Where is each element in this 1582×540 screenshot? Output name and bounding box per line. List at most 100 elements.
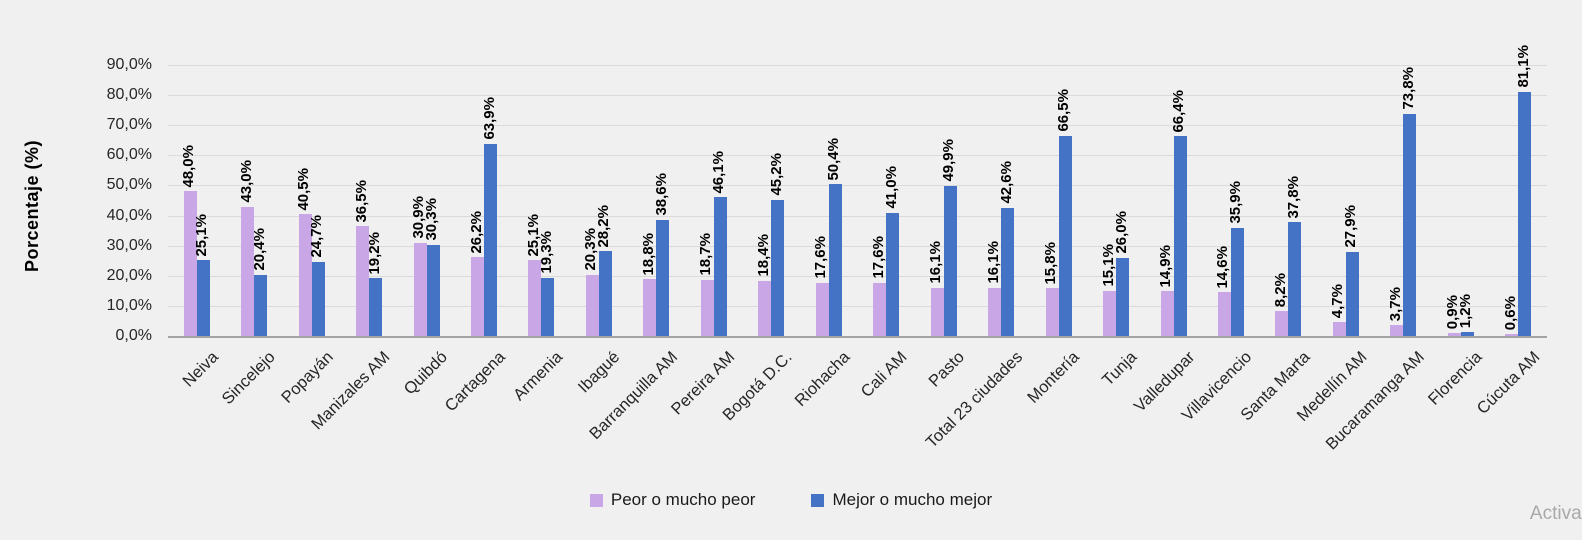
y-tick-label: 90,0% [106,56,152,73]
bar-value-label: 40,5% [295,167,313,211]
bar-value-label: 35,9% [1227,181,1245,224]
bar-value-label: 17,6% [869,236,887,280]
category-label: Montería [1024,348,1084,407]
bar-peor [1217,292,1231,336]
bar-peor [758,280,772,336]
bar-value-label: 36,5% [352,179,370,223]
gridline [168,245,1547,247]
legend-item-peor-o-mucho-peor: Peor o mucho peor [589,490,755,510]
bar-value-label: 18,4% [754,234,772,277]
legend-swatch [589,493,603,507]
bar-value-label: 14,6% [1214,245,1232,289]
bar-value-label: 81,1% [1514,45,1532,88]
category-label: Popayán [277,348,337,407]
bar-peor [700,279,714,336]
legend-label: Mejor o mucho mejor [832,490,993,509]
gridline [168,215,1547,217]
bar-mejor [426,244,440,336]
bar-mejor [369,278,383,336]
bar-mejor [656,219,670,336]
bar-peor [1447,333,1461,336]
bar-peor [1275,311,1289,336]
bar-value-label: 16,1% [927,240,945,284]
category-label: Bucaramanga AM [1322,348,1429,454]
gridline [168,155,1547,157]
y-tick-label: 80,0% [106,86,152,104]
bar-value-label: 41,0% [882,166,900,209]
bar-peor [1390,324,1404,336]
x-axis-line [168,336,1547,338]
bar-value-label: 48,0% [180,144,198,188]
gridline [168,95,1547,97]
bar-mejor [713,197,727,336]
bar-value-label: 0,6% [1501,296,1519,331]
bar-peor [873,283,887,336]
bar-mejor [1058,135,1072,336]
bar-value-label: 27,9% [1342,205,1360,248]
bar-value-label: 8,2% [1271,273,1289,308]
bar-mejor [254,274,268,336]
legend-swatch [811,493,825,507]
bar-value-label: 30,3% [423,198,441,241]
bar-mejor [598,251,612,336]
bar-peor [585,274,599,336]
bar-value-label: 4,7% [1329,283,1347,318]
category-label: Cartagena [441,348,509,416]
bar-value-label: 45,2% [767,153,785,196]
bar-peor [1505,334,1519,336]
bar-mejor [828,184,842,336]
bar-mejor [886,212,900,336]
bar-peor [528,260,542,336]
bar-value-label: 18,7% [697,233,715,276]
bar-value-label: 46,1% [710,150,728,194]
bar-mejor [1001,207,1015,336]
bar-mejor [1403,113,1417,336]
category-label: Pasto [925,348,969,391]
category-label: Sincelejo [218,348,279,409]
y-tick-label: 0,0% [115,327,152,344]
bar-mejor [1230,227,1244,336]
bar-peor [1160,291,1174,336]
y-tick-label: 30,0% [106,236,152,254]
gridline [168,305,1547,307]
bar-value-label: 26,2% [467,210,485,254]
bar-mejor [943,185,957,336]
bar-peor [413,242,427,336]
bar-mejor [1173,136,1187,336]
bar-value-label: 18,8% [639,232,657,276]
bar-peor [643,279,657,336]
activation-watermark: Activar [1529,503,1582,524]
bar-mejor [541,277,555,336]
bar-peor [815,283,829,336]
bar-value-label: 38,6% [652,173,670,216]
bar-value-label: 63,9% [480,97,498,140]
bar-mejor [1460,332,1474,336]
bar-mejor [196,260,210,336]
bar-peor [356,226,370,336]
category-label: Neiva [178,348,222,391]
bar-mejor [771,199,785,336]
category-label: Armenia [510,348,567,405]
bar-value-label: 66,4% [1170,89,1188,133]
bar-value-label: 3,7% [1386,286,1404,321]
bar-peor [183,191,197,336]
bar-value-label: 66,5% [1055,89,1073,132]
bar-peor [241,206,255,336]
category-label: Quibdó [400,348,452,399]
gridline [168,185,1547,187]
y-tick-label: 20,0% [106,266,152,284]
bar-value-label: 73,8% [1399,67,1417,110]
bar-value-label: 20,4% [250,228,268,271]
bar-mejor [1288,222,1302,336]
bar-value-label: 16,1% [984,240,1002,284]
y-tick-label: 70,0% [106,116,152,134]
category-label: Tunja [1099,348,1141,390]
y-tick-label: 10,0% [106,296,152,314]
bar-value-label: 42,6% [997,161,1015,204]
bar-value-label: 1,2% [1457,294,1475,329]
bar-value-label: 37,8% [1284,175,1302,219]
bar-mejor [1518,91,1532,336]
bar-value-label: 17,6% [812,236,830,280]
bar-peor [298,214,312,336]
